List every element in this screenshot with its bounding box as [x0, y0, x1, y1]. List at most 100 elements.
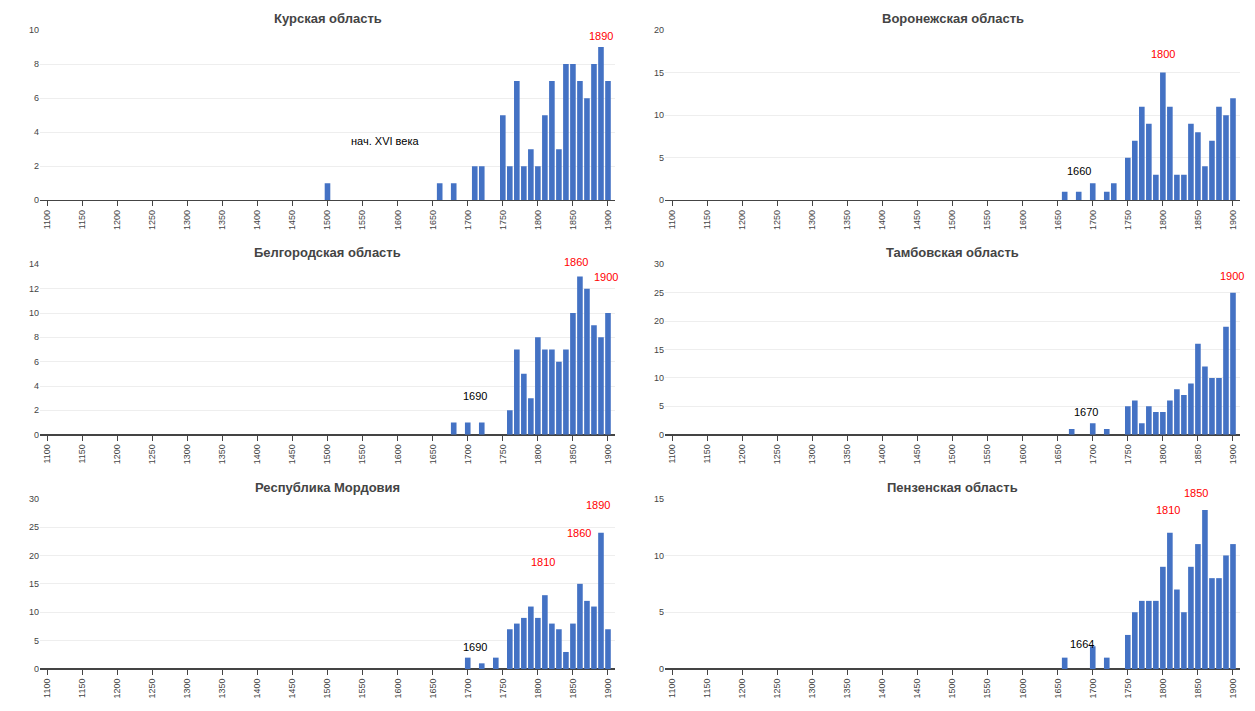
- svg-text:1850: 1850: [1193, 444, 1203, 464]
- svg-text:1500: 1500: [947, 444, 957, 464]
- svg-text:1800: 1800: [1158, 679, 1168, 699]
- svg-text:0: 0: [34, 195, 39, 205]
- svg-text:20: 20: [654, 25, 664, 35]
- svg-text:1900: 1900: [1228, 210, 1238, 230]
- svg-text:1450: 1450: [912, 444, 922, 464]
- svg-text:1500: 1500: [947, 210, 957, 230]
- svg-text:5: 5: [659, 153, 664, 163]
- svg-text:1650: 1650: [1053, 679, 1063, 699]
- svg-text:1150: 1150: [702, 679, 712, 698]
- svg-text:5: 5: [659, 607, 664, 617]
- svg-text:1600: 1600: [1018, 210, 1028, 230]
- svg-text:1850: 1850: [1184, 487, 1208, 499]
- svg-text:1500: 1500: [322, 210, 332, 230]
- svg-text:1550: 1550: [982, 679, 992, 699]
- svg-text:1660: 1660: [1067, 165, 1091, 177]
- svg-text:1450: 1450: [912, 679, 922, 699]
- svg-text:1300: 1300: [182, 444, 192, 464]
- svg-text:0: 0: [34, 430, 39, 440]
- svg-text:1500: 1500: [322, 679, 332, 699]
- svg-text:1800: 1800: [1158, 210, 1168, 230]
- svg-text:1900: 1900: [603, 210, 613, 230]
- svg-text:1150: 1150: [77, 210, 87, 229]
- svg-text:1700: 1700: [463, 679, 473, 699]
- svg-text:Белгородская область: Белгородская область: [254, 245, 401, 260]
- svg-text:1100: 1100: [42, 210, 52, 229]
- svg-text:1900: 1900: [594, 271, 618, 283]
- svg-text:1500: 1500: [322, 444, 332, 464]
- svg-text:1200: 1200: [737, 444, 747, 464]
- svg-text:1850: 1850: [568, 679, 578, 699]
- svg-text:1900: 1900: [1228, 444, 1238, 464]
- svg-text:1200: 1200: [737, 679, 747, 699]
- svg-text:1100: 1100: [667, 210, 677, 229]
- svg-text:5: 5: [659, 401, 664, 411]
- svg-text:2: 2: [34, 161, 39, 171]
- svg-text:1450: 1450: [912, 210, 922, 230]
- svg-text:1200: 1200: [112, 679, 122, 699]
- svg-text:0: 0: [659, 664, 664, 674]
- svg-text:1250: 1250: [772, 444, 782, 464]
- svg-text:20: 20: [29, 551, 39, 561]
- svg-text:1450: 1450: [287, 210, 297, 230]
- svg-text:1450: 1450: [287, 679, 297, 699]
- svg-text:1100: 1100: [42, 444, 52, 463]
- svg-text:1750: 1750: [498, 444, 508, 464]
- svg-text:1450: 1450: [287, 444, 297, 464]
- svg-text:1300: 1300: [807, 679, 817, 699]
- svg-text:25: 25: [654, 288, 664, 298]
- svg-text:1100: 1100: [667, 444, 677, 463]
- svg-text:1800: 1800: [533, 210, 543, 230]
- svg-text:6: 6: [34, 357, 39, 367]
- svg-text:1350: 1350: [217, 679, 227, 699]
- svg-text:1700: 1700: [1088, 679, 1098, 699]
- svg-text:1550: 1550: [982, 210, 992, 230]
- svg-text:10: 10: [654, 110, 664, 120]
- svg-text:1750: 1750: [498, 210, 508, 230]
- svg-text:1850: 1850: [568, 210, 578, 230]
- svg-text:1100: 1100: [42, 679, 52, 698]
- svg-text:0: 0: [659, 430, 664, 440]
- svg-text:1650: 1650: [428, 444, 438, 464]
- svg-text:1700: 1700: [463, 444, 473, 464]
- svg-text:1250: 1250: [772, 210, 782, 230]
- svg-text:1900: 1900: [1220, 270, 1244, 282]
- svg-text:1800: 1800: [533, 679, 543, 699]
- svg-text:1700: 1700: [1088, 444, 1098, 464]
- svg-text:1860: 1860: [567, 527, 591, 539]
- svg-text:1550: 1550: [357, 210, 367, 230]
- svg-text:1400: 1400: [877, 210, 887, 230]
- svg-text:1810: 1810: [1156, 504, 1180, 516]
- svg-text:15: 15: [654, 345, 664, 355]
- svg-text:10: 10: [29, 607, 39, 617]
- svg-text:10: 10: [654, 373, 664, 383]
- svg-text:1650: 1650: [428, 210, 438, 230]
- svg-text:1750: 1750: [1123, 679, 1133, 699]
- svg-text:1250: 1250: [147, 210, 157, 230]
- svg-text:1750: 1750: [498, 679, 508, 699]
- svg-text:14: 14: [29, 259, 39, 269]
- svg-text:4: 4: [34, 381, 39, 391]
- svg-text:1550: 1550: [357, 679, 367, 699]
- svg-text:1700: 1700: [1088, 210, 1098, 230]
- svg-text:1200: 1200: [112, 210, 122, 230]
- svg-text:1850: 1850: [1193, 210, 1203, 230]
- svg-text:1300: 1300: [182, 210, 192, 230]
- svg-text:1800: 1800: [1151, 48, 1175, 60]
- svg-text:1600: 1600: [393, 444, 403, 464]
- svg-text:1250: 1250: [147, 679, 157, 699]
- svg-text:1550: 1550: [357, 444, 367, 464]
- svg-text:4: 4: [34, 127, 39, 137]
- svg-text:20: 20: [654, 316, 664, 326]
- svg-text:нач. XVI века: нач. XVI века: [351, 135, 419, 147]
- svg-text:10: 10: [29, 308, 39, 318]
- svg-text:1400: 1400: [877, 444, 887, 464]
- svg-text:1400: 1400: [252, 444, 262, 464]
- svg-text:1690: 1690: [463, 641, 487, 653]
- svg-text:12: 12: [29, 284, 39, 294]
- svg-text:Пензенская область: Пензенская область: [887, 480, 1018, 495]
- svg-text:1600: 1600: [393, 679, 403, 699]
- svg-text:1650: 1650: [1053, 444, 1063, 464]
- svg-text:25: 25: [29, 522, 39, 532]
- svg-text:1810: 1810: [531, 556, 555, 568]
